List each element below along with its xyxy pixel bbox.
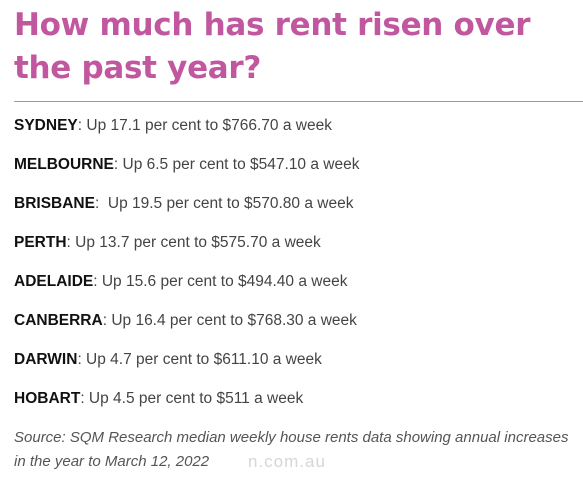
city-separator: : <box>66 234 71 251</box>
rent-detail: Up 4.5 per cent to $511 a week <box>84 390 304 407</box>
rent-detail: Up 15.6 per cent to $494.40 a week <box>97 273 348 290</box>
rent-detail: Up 6.5 per cent to $547.10 a week <box>118 156 360 173</box>
city-name: SYDNEY <box>14 117 78 134</box>
city-separator: : <box>113 156 119 173</box>
rent-detail: Up 4.7 per cent to $611.10 a week <box>81 351 322 368</box>
list-item-sydney: SYDNEY: Up 17.1 per cent to $766.70 a we… <box>14 113 579 152</box>
page-title: How much has rent risen over the past ye… <box>14 7 531 86</box>
city-separator: : <box>102 312 108 329</box>
city-separator: : <box>94 195 100 212</box>
watermark: n.com.au <box>248 452 326 471</box>
title-divider <box>14 101 583 102</box>
rent-detail: Up 16.4 per cent to $768.30 a week <box>107 312 357 329</box>
city-name: MELBOURNE <box>14 156 114 173</box>
list-item-perth: PERTH: Up 13.7 per cent to $575.70 a wee… <box>14 230 579 269</box>
city-separator: : <box>77 117 83 134</box>
source-note: Source: SQM Research median weekly house… <box>14 429 569 470</box>
city-name: ADELAIDE <box>14 273 94 290</box>
city-name: CANBERRA <box>14 312 103 329</box>
city-separator: : <box>93 273 98 290</box>
city-name: PERTH <box>14 234 67 251</box>
list-item-darwin: DARWIN: Up 4.7 per cent to $611.10 a wee… <box>14 347 579 386</box>
list-item-hobart: HOBART: Up 4.5 per cent to $511 a week <box>14 386 579 425</box>
rent-detail: Up 19.5 per cent to $570.80 a week <box>99 195 354 212</box>
list-item-melbourne: MELBOURNE: Up 6.5 per cent to $547.10 a … <box>14 152 579 191</box>
list-item-canberra: CANBERRA: Up 16.4 per cent to $768.30 a … <box>14 308 579 347</box>
list-item-adelaide: ADELAIDE: Up 15.6 per cent to $494.40 a … <box>14 269 579 308</box>
city-name: HOBART <box>14 390 81 407</box>
city-separator: : <box>77 351 82 368</box>
rent-detail: Up 13.7 per cent to $575.70 a week <box>70 234 321 251</box>
city-name: BRISBANE <box>14 195 95 212</box>
rent-detail: Up 17.1 per cent to $766.70 a week <box>82 117 332 134</box>
list-item-brisbane: BRISBANE: Up 19.5 per cent to $570.80 a … <box>14 191 579 230</box>
city-name: DARWIN <box>14 351 78 368</box>
rent-list: SYDNEY: Up 17.1 per cent to $766.70 a we… <box>14 113 579 425</box>
city-separator: : <box>80 390 85 407</box>
